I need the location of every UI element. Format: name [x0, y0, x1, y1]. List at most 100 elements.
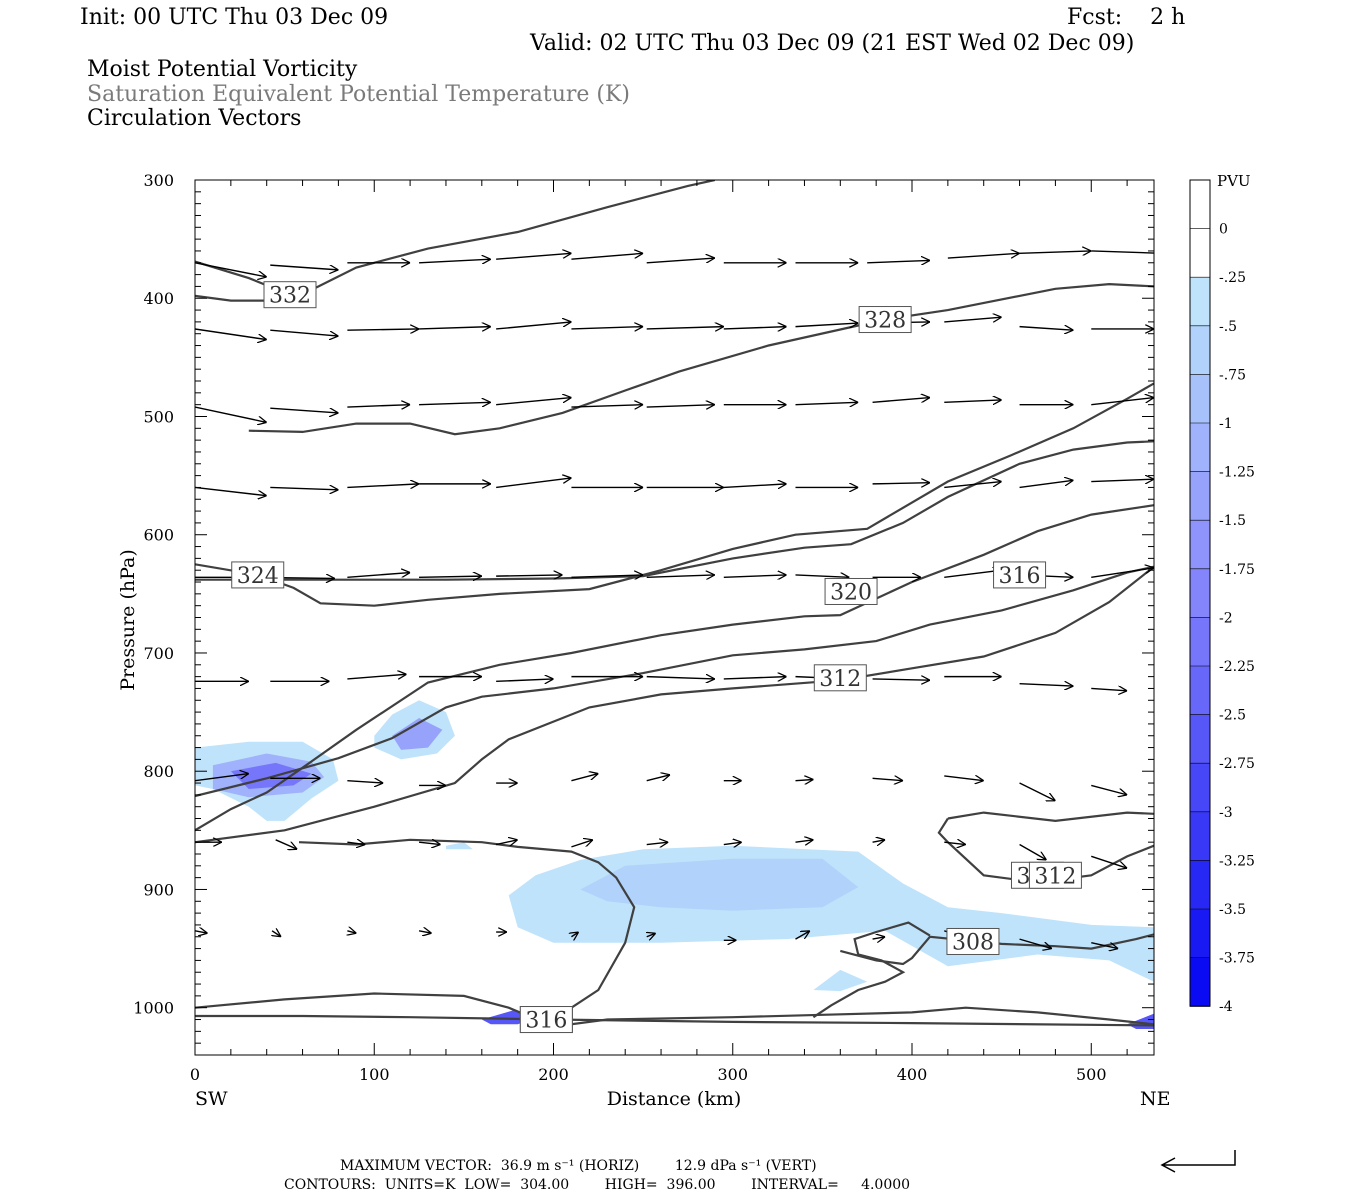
colorbar-swatch: [1190, 860, 1210, 910]
circulation-vector: [195, 406, 267, 422]
contour-label-308: 308: [952, 930, 994, 955]
contour-label-box: [813, 664, 867, 692]
circulation-vector: [496, 679, 553, 681]
circulation-vector: [944, 400, 1001, 402]
circulation-vector: [495, 840, 518, 845]
circulation-vector: [347, 931, 356, 933]
colorbar-swatch: [1190, 423, 1210, 473]
circulation-vector: [270, 329, 338, 336]
circulation-vector: [571, 774, 598, 782]
field-label-pv: Moist Potential Vorticity: [87, 57, 358, 82]
circulation-vector: [872, 679, 930, 680]
circulation-vector: [270, 487, 338, 489]
contour-label-box: [1028, 861, 1082, 889]
contour-label-box: [858, 306, 912, 334]
circulation-vector: [275, 839, 298, 849]
y-tick-label: 1000: [133, 999, 174, 1018]
circulation-vector: [1091, 688, 1127, 690]
theta-contour-312: [195, 992, 1154, 1028]
colorbar-swatch: [1190, 957, 1210, 1007]
theta-contour-312: [195, 565, 1154, 798]
circulation-vector: [418, 931, 432, 933]
colorbar-swatch: [1190, 909, 1210, 959]
colorbar-swatch: [1190, 811, 1210, 861]
circulation-vector: [496, 322, 571, 330]
theta-contour-308: [812, 921, 931, 1019]
circulation-vector: [571, 840, 593, 848]
circulation-vector: [571, 253, 643, 260]
circulation-vector: [872, 398, 930, 403]
circulation-vector: [571, 327, 643, 329]
colorbar-label: -1.25: [1219, 465, 1255, 481]
theta-contour-312: [947, 811, 1154, 823]
circulation-vector: [1091, 568, 1154, 578]
colorbar-label: -.25: [1219, 270, 1246, 286]
circulation-vector: [947, 253, 1020, 259]
x-tick-label: 200: [538, 1065, 569, 1084]
colorbar-swatch: [1190, 325, 1210, 375]
contour-info: CONTOURS: UNITS=K LOW= 304.00 HIGH= 396.…: [284, 1177, 911, 1193]
circulation-vector: [1019, 782, 1056, 801]
theta-contour-312: [937, 817, 1154, 884]
circulation-vector: [571, 932, 578, 937]
contour-label-box: [993, 561, 1047, 589]
colorbar-label: -3: [1219, 805, 1233, 821]
circulation-vector: [347, 484, 419, 488]
theta-contour-328: [248, 282, 1154, 436]
circulation-vector: [272, 931, 281, 937]
circulation-vector: [195, 774, 249, 782]
contour-label-328: 328: [864, 309, 906, 334]
theta-contour-316: [195, 504, 1154, 832]
colorbar-swatch: [1190, 617, 1210, 667]
circulation-vector: [646, 327, 724, 329]
circulation-vector: [944, 317, 1001, 323]
colorbar-label: -.75: [1219, 367, 1246, 383]
circulation-vector: [1019, 843, 1047, 860]
pv-region-6: [580, 858, 859, 911]
contour-label-box: [946, 927, 1000, 955]
circulation-vector: [195, 931, 208, 933]
circulation-vector: [270, 264, 338, 270]
colorbar-swatch: [1190, 471, 1210, 521]
colorbar-swatch: [1190, 180, 1210, 230]
colorbar-label: -3.5: [1219, 902, 1246, 918]
max-vector-note: MAXIMUM VECTOR: 36.9 m s⁻¹ (HORIZ) 12.9 …: [340, 1158, 817, 1174]
circulation-vector: [795, 779, 813, 780]
colorbar-label: 0: [1219, 222, 1228, 238]
colorbar-label: -1.5: [1219, 513, 1246, 529]
circulation-vector: [496, 575, 562, 576]
circulation-vector: [496, 253, 571, 260]
circulation-vector: [1091, 398, 1154, 406]
circulation-vector: [647, 933, 656, 937]
x-tick-label: 100: [359, 1065, 390, 1084]
colorbar-swatch: [1190, 374, 1210, 424]
circulation-vector: [496, 398, 571, 406]
colorbar-label: -2.5: [1219, 708, 1246, 724]
circulation-vector: [195, 262, 267, 277]
circulation-vector: [1019, 480, 1074, 489]
y-tick-label: 500: [143, 407, 174, 426]
colorbar-label: -1: [1219, 416, 1233, 432]
circulation-vector: [347, 573, 410, 578]
circulation-vector: [795, 323, 858, 327]
y-tick-label: 900: [143, 880, 174, 899]
circulation-vector: [646, 775, 670, 782]
contour-label-324: 324: [237, 564, 279, 589]
circulation-vector: [872, 778, 903, 780]
circulation-vector: [419, 259, 491, 263]
field-label-theta: Saturation Equivalent Potential Temperat…: [87, 82, 630, 107]
circulation-vector: [1091, 941, 1118, 949]
contour-label-box: [263, 281, 317, 309]
circulation-vector: [347, 405, 410, 407]
circulation-vector: [347, 329, 419, 330]
theta-contour-320: [195, 440, 1154, 581]
circulation-vector: [419, 327, 491, 329]
circulation-vector: [347, 674, 406, 680]
x-left-end-label: SW: [195, 1088, 228, 1110]
circulation-vector: [419, 402, 491, 404]
circulation-vector: [795, 402, 858, 404]
x-tick-label: 500: [1076, 1065, 1107, 1084]
circulation-vector: [571, 405, 643, 407]
circulation-vector: [195, 486, 267, 495]
